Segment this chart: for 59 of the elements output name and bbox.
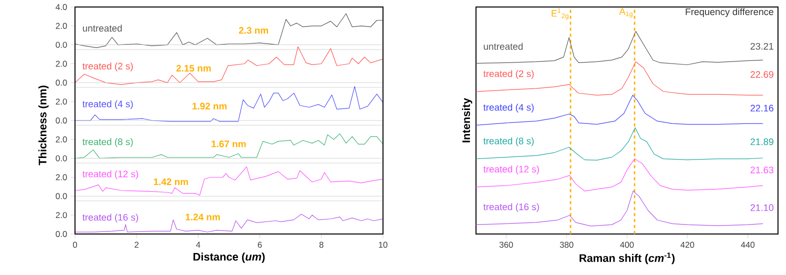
y-tick-label: 0.0 [56,155,67,162]
annotation: 2.15 nm [176,64,211,72]
x-tick-label: 0 [72,242,78,248]
annotation: 1.24 nm [186,214,220,220]
y-tick-label: 0.0 [56,80,67,86]
y-axis-title: Thickness (nm) [38,86,49,166]
line-series [74,166,384,196]
series-label: treated (4 s) [82,100,133,110]
annotation: 23.21 [750,42,774,50]
y-tick-label: 0.0 [56,118,67,124]
series-label: treated (2 s) [483,70,534,79]
text: Frequency difference [686,8,774,18]
annotation: 1.92 nm [192,102,227,110]
annotation: 21.63 [750,166,774,174]
line-series [74,46,384,85]
x-axis-title: Raman shift (cm$^{-1}$) [580,252,675,264]
series-label: treated (8 s) [82,138,133,147]
x-axis-title: Distance (um) [194,252,265,263]
y-tick-label: 0.0 [56,42,67,48]
line-series [74,133,384,159]
x-tick-label: 360 [499,242,513,248]
series-label: treated (16 s) [82,214,138,223]
y-tick-label: 2.0 [56,60,67,67]
y-tick-label: 2.0 [56,212,67,218]
series-label: treated (16 s) [483,203,539,212]
annotation: 1.42 nm [154,178,188,186]
x-tick-label: 8 [319,242,324,248]
y-tick-label: 2.0 [56,22,67,29]
series-label: treated (2 s) [82,62,133,72]
x-tick-label: 380 [560,242,574,248]
x-tick-label: 440 [740,242,755,248]
x-tick-label: 2 [134,242,139,248]
annotation: 22.69 [750,71,774,78]
annotation: 1.67 nm [212,140,246,148]
line-series [74,214,384,232]
x-tick-label: 6 [258,242,262,248]
x-tick-label: 10 [378,242,388,248]
annotation: 22.16 [750,104,774,112]
annotation: 2.3 nm [238,27,268,34]
series-label: untreated [484,42,523,50]
series-label: untreated [82,24,122,32]
series-label: treated (8 s) [483,137,534,146]
series-label: treated (12 s) [82,170,138,180]
y-tick-label: 2.0 [56,174,67,180]
y-tick-label: 4.0 [56,4,67,10]
annotation: 21.10 [750,204,774,212]
x-tick-label: 4 [196,242,200,248]
ref-line-label: A$_{1g}$ [619,8,632,18]
line-series [74,13,384,48]
y-tick-label: 0.0 [56,231,67,237]
y-tick-label: 2.0 [56,136,67,142]
y-tick-label: 2.0 [56,98,67,105]
annotation: 21.89 [750,138,774,146]
x-tick-label: 400 [620,242,634,248]
series-label: treated (12 s) [483,166,539,174]
x-tick-label: 420 [680,242,694,248]
y-axis-title: Intensity [462,98,472,142]
y-tick-label: 0.0 [56,193,67,200]
series-label: treated (4 s) [483,104,534,113]
